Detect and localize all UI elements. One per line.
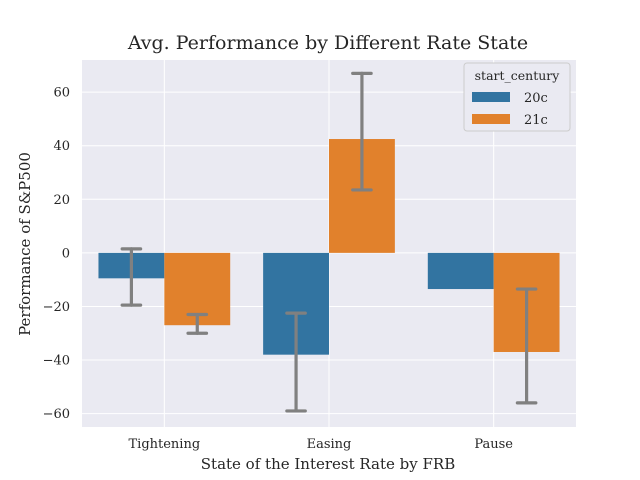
x-tick-label: Pause: [474, 437, 513, 452]
bars: [98, 139, 560, 355]
y-tick-label: 20: [53, 193, 70, 208]
y-axis-label: Performance of S&P500: [16, 152, 34, 336]
x-tick-label: Easing: [307, 437, 352, 452]
legend-title: start_century: [475, 68, 561, 83]
y-tick-label: −20: [43, 300, 70, 315]
chart-title: Avg. Performance by Different Rate State: [127, 32, 528, 54]
y-tick-label: 60: [53, 86, 70, 101]
y-tick-labels: −60 −40 −20 0 20 40 60: [43, 86, 70, 422]
bar-20c-pause: [427, 252, 494, 290]
y-tick-label: −60: [43, 407, 70, 422]
legend-label-21c: 21c: [524, 113, 548, 128]
x-tick-label: Tightening: [128, 437, 200, 452]
x-tick-labels: Tightening Easing Pause: [128, 437, 513, 452]
y-tick-label: −40: [43, 354, 70, 369]
x-axis-label: State of the Interest Rate by FRB: [201, 455, 455, 473]
y-tick-label: 0: [62, 246, 70, 261]
legend-swatch-21c: [472, 114, 510, 124]
error-bars: [120, 71, 538, 413]
legend-swatch-20c: [472, 92, 510, 102]
y-tick-label: 40: [53, 139, 70, 154]
legend: start_century 20c 21c: [463, 62, 571, 132]
legend-label-20c: 20c: [524, 91, 548, 106]
